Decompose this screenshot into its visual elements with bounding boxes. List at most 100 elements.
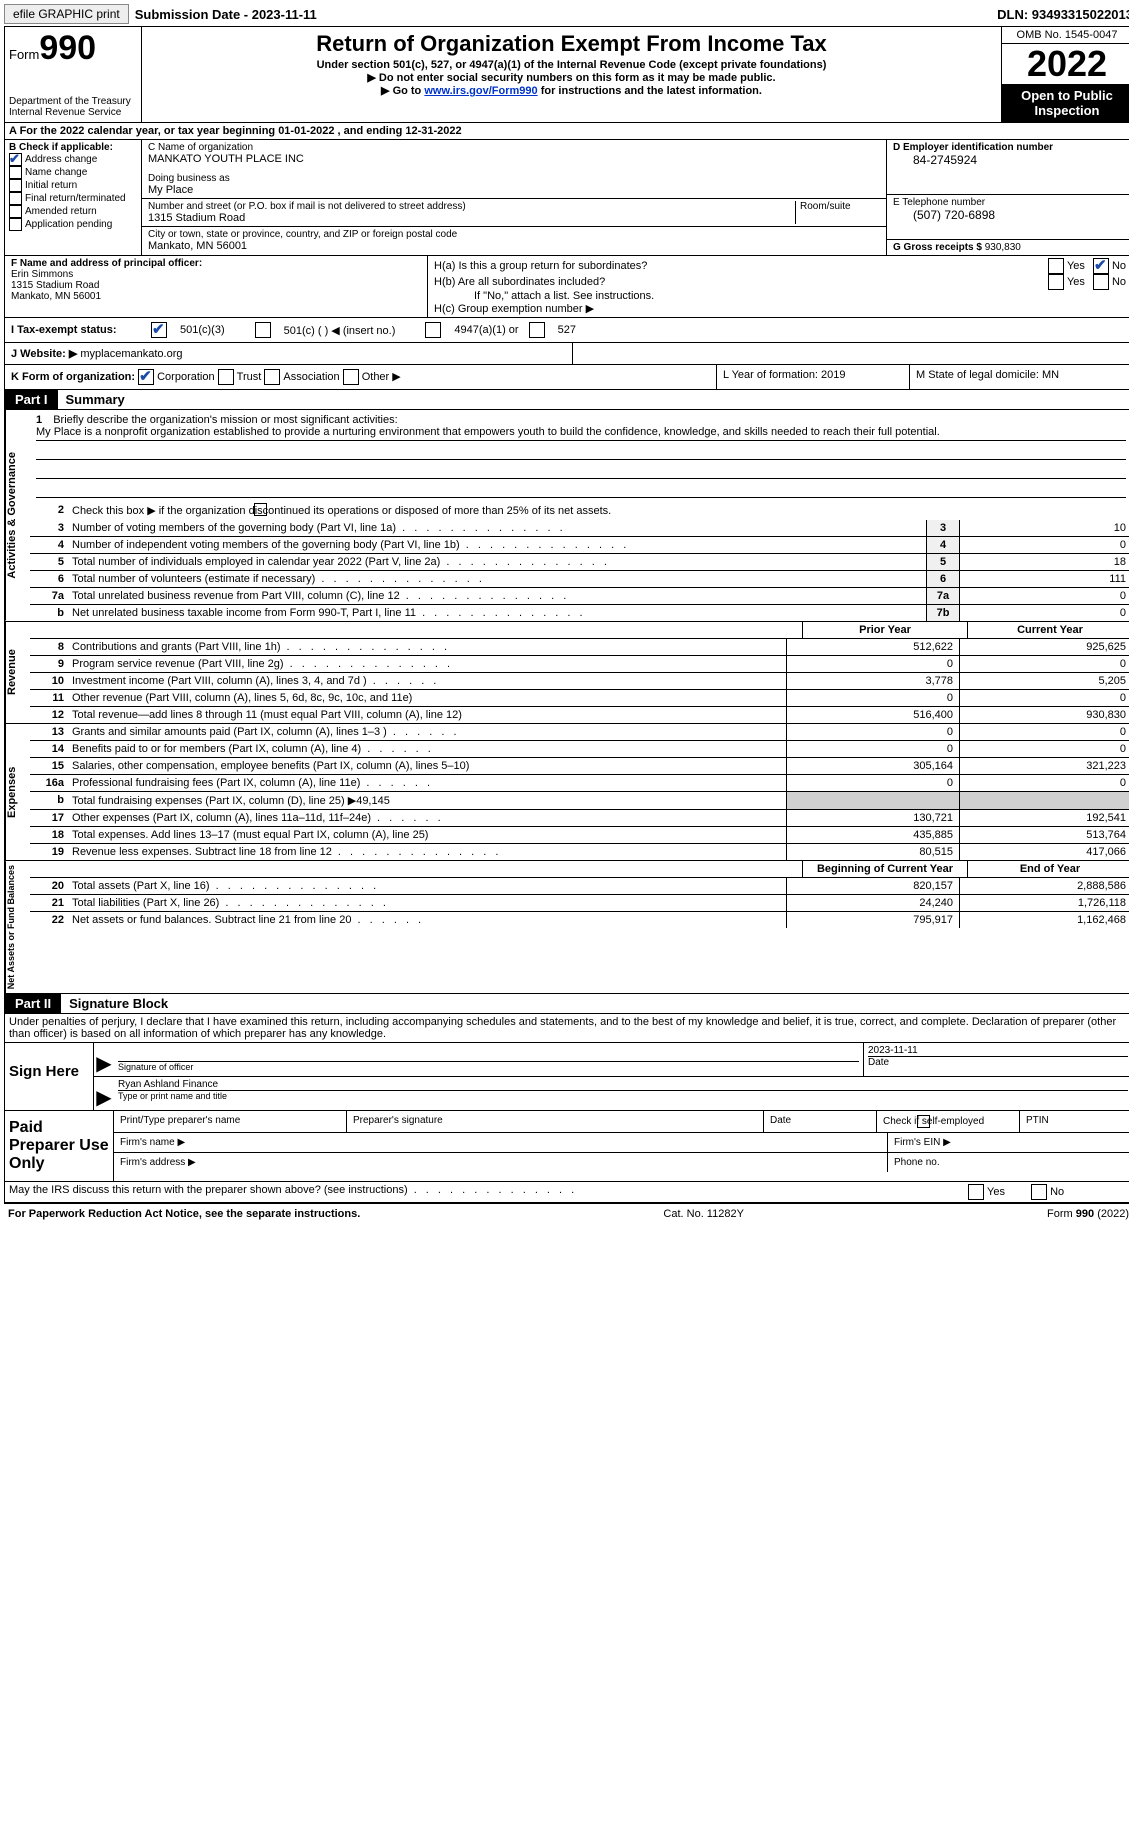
check-other[interactable]: [343, 369, 359, 385]
col-b-checkboxes: B Check if applicable: Address change Na…: [5, 140, 142, 255]
pra-notice: For Paperwork Reduction Act Notice, see …: [8, 1208, 360, 1220]
b-label: B Check if applicable:: [9, 142, 137, 153]
check-hb-no[interactable]: [1093, 274, 1109, 290]
l15-prior: 305,164: [786, 758, 959, 774]
efile-print-button[interactable]: efile GRAPHIC print: [4, 4, 129, 24]
l5-value: 18: [959, 554, 1129, 570]
side-activities: Activities & Governance: [5, 410, 30, 621]
l10-prior: 3,778: [786, 673, 959, 689]
form-number-footer: Form 990 (2022): [1047, 1208, 1129, 1220]
firm-ein: Firm's EIN ▶: [888, 1133, 1129, 1152]
j-label: J Website: ▶: [11, 348, 77, 360]
firm-address: Firm's address ▶: [114, 1153, 888, 1172]
part2-label: Part II: [5, 994, 61, 1013]
col-h-group: H(a) Is this a group return for subordin…: [428, 256, 1129, 317]
check-discuss-no[interactable]: [1031, 1184, 1047, 1200]
check-discuss-yes[interactable]: [968, 1184, 984, 1200]
l21-begin: 24,240: [786, 895, 959, 911]
l2-text: Check this box ▶ if the organization dis…: [72, 505, 611, 517]
city-value: Mankato, MN 56001: [148, 240, 880, 252]
street-value: 1315 Stadium Road: [148, 212, 795, 224]
check-name-change[interactable]: [9, 166, 22, 179]
part1-title: Summary: [58, 390, 133, 409]
l9-text: Program service revenue (Part VIII, line…: [68, 656, 786, 672]
check-ha-yes[interactable]: [1048, 258, 1064, 274]
l12-text: Total revenue—add lines 8 through 11 (mu…: [68, 707, 786, 723]
gross-value: 930,830: [985, 242, 1021, 253]
l8-current: 925,625: [959, 639, 1129, 655]
check-527[interactable]: [529, 322, 545, 338]
l1-label: Briefly describe the organization's miss…: [53, 414, 397, 426]
mission-text: My Place is a nonprofit organization est…: [36, 426, 1126, 441]
dba-value: My Place: [148, 184, 880, 196]
tel-label: E Telephone number: [893, 197, 1126, 208]
l12-prior: 516,400: [786, 707, 959, 723]
l6-value: 111: [959, 571, 1129, 587]
l10-current: 5,205: [959, 673, 1129, 689]
check-corp[interactable]: [138, 369, 154, 385]
header-mid: Return of Organization Exempt From Incom…: [142, 27, 1001, 122]
check-initial-return[interactable]: [9, 179, 22, 192]
h-note: If "No," attach a list. See instructions…: [434, 290, 1126, 302]
check-application[interactable]: [9, 218, 22, 231]
check-trust[interactable]: [218, 369, 234, 385]
col-current-year: Current Year: [967, 622, 1129, 638]
l16a-current: 0: [959, 775, 1129, 791]
col-d-ein: D Employer identification number 84-2745…: [887, 140, 1129, 255]
check-amended[interactable]: [9, 205, 22, 218]
city-label: City or town, state or province, country…: [148, 229, 880, 240]
sig-date-label: Date: [868, 1056, 1128, 1068]
l18-current: 513,764: [959, 827, 1129, 843]
subtitle-3: ▶ Go to www.irs.gov/Form990 for instruct…: [148, 84, 995, 97]
dln: DLN: 93493315022013: [997, 7, 1129, 22]
part1-label: Part I: [5, 390, 58, 409]
l19-text: Revenue less expenses. Subtract line 18 …: [68, 844, 786, 860]
l17-prior: 130,721: [786, 810, 959, 826]
gross-label: G Gross receipts $: [893, 242, 982, 253]
col-prior-year: Prior Year: [802, 622, 967, 638]
l4-text: Number of independent voting members of …: [68, 537, 926, 553]
l22-text: Net assets or fund balances. Subtract li…: [68, 912, 786, 928]
side-revenue: Revenue: [5, 622, 30, 723]
check-ha-no[interactable]: [1093, 258, 1109, 274]
check-self-employed[interactable]: [917, 1115, 930, 1128]
l15-current: 321,223: [959, 758, 1129, 774]
omb-number: OMB No. 1545-0047: [1002, 27, 1129, 44]
l13-current: 0: [959, 724, 1129, 740]
firm-name: Firm's name ▶: [114, 1133, 888, 1152]
l20-begin: 820,157: [786, 878, 959, 894]
check-hb-yes[interactable]: [1048, 274, 1064, 290]
l13-text: Grants and similar amounts paid (Part IX…: [68, 724, 786, 740]
sig-date-value: 2023-11-11: [868, 1045, 1128, 1056]
check-501c[interactable]: [255, 322, 271, 338]
header-right: OMB No. 1545-0047 2022 Open to Public In…: [1001, 27, 1129, 122]
ha-label: H(a) Is this a group return for subordin…: [434, 260, 1048, 272]
check-address-change[interactable]: [9, 153, 22, 166]
l9-prior: 0: [786, 656, 959, 672]
col-c-org-info: C Name of organization MANKATO YOUTH PLA…: [142, 140, 887, 255]
l19-prior: 80,515: [786, 844, 959, 860]
l4-value: 0: [959, 537, 1129, 553]
l18-text: Total expenses. Add lines 13–17 (must eq…: [68, 827, 786, 843]
l22-end: 1,162,468: [959, 912, 1129, 928]
l21-end: 1,726,118: [959, 895, 1129, 911]
check-4947[interactable]: [425, 322, 441, 338]
row-a-tax-year: A For the 2022 calendar year, or tax yea…: [5, 123, 1129, 140]
check-discontinued[interactable]: [254, 503, 267, 516]
l17-current: 192,541: [959, 810, 1129, 826]
hc-label: H(c) Group exemption number ▶: [434, 302, 1126, 315]
officer-name: Erin Simmons: [11, 269, 421, 280]
officer-city: Mankato, MN 56001: [11, 291, 421, 302]
check-final-return[interactable]: [9, 192, 22, 205]
irs-link[interactable]: www.irs.gov/Form990: [424, 85, 537, 97]
check-501c3[interactable]: [151, 322, 167, 338]
row-i-tax-status: I Tax-exempt status: 501(c)(3) 501(c) ( …: [5, 318, 1129, 343]
l11-current: 0: [959, 690, 1129, 706]
l15-text: Salaries, other compensation, employee b…: [68, 758, 786, 774]
l7b-value: 0: [959, 605, 1129, 621]
l14-prior: 0: [786, 741, 959, 757]
check-assoc[interactable]: [264, 369, 280, 385]
l3-value: 10: [959, 520, 1129, 536]
prep-signature: Preparer's signature: [347, 1111, 764, 1132]
firm-phone: Phone no.: [888, 1153, 1129, 1172]
